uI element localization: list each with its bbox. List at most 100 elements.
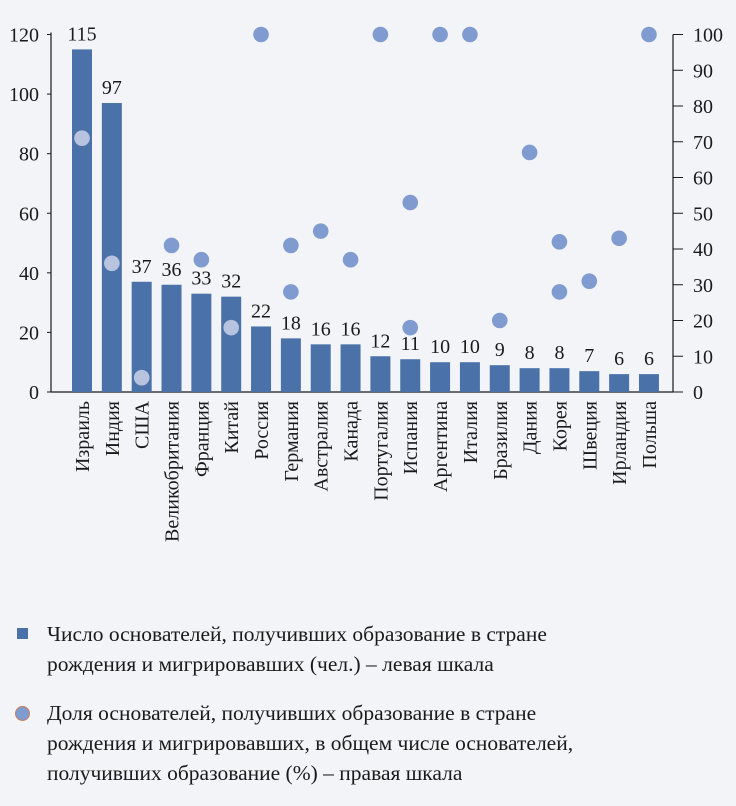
x-axis-category-label: Россия [251,401,273,460]
bar-value-label: 16 [311,318,331,340]
legend-item-points: Доля основателей, получивших образование… [15,698,707,788]
bar-value-label: 7 [584,345,594,367]
left-axis-tick-label: 40 [19,263,39,285]
bar-value-label: 97 [102,77,122,99]
bar-value-label: 18 [281,312,301,334]
x-axis-category-label: Бразилия [490,401,512,480]
data-point [193,251,210,268]
data-point [521,144,538,161]
bar-value-label: 37 [132,256,152,278]
data-point [342,251,359,268]
data-point [312,223,329,239]
data-point [641,26,657,43]
left-axis-tick-label: 120 [9,25,39,47]
x-axis-category-label: Польша [639,401,661,469]
data-point [581,273,598,289]
bar-value-label: 10 [460,336,480,358]
bar [251,326,272,392]
left-axis-tick-label: 60 [19,203,39,225]
bar-value-label: 8 [554,342,564,364]
x-axis-category-label: Ирландия [609,401,631,485]
data-point [283,237,299,254]
left-axis-tick-label: 20 [19,322,39,344]
legend-text: получивших образование (%) – правая шкал… [47,761,463,785]
x-axis-category-label: Китай [221,401,243,454]
bar [370,356,391,392]
bar [340,344,361,392]
bar-value-label: 32 [221,271,241,293]
bar-value-label: 6 [614,348,624,370]
data-point [402,319,419,336]
data-point [133,369,150,386]
data-point [283,284,299,300]
bar-value-label: 11 [401,333,420,355]
data-point [372,26,389,43]
legend-square-icon [17,628,28,639]
bar-value-label: 6 [644,348,654,370]
bar [579,371,600,392]
x-axis-category-label: Корея [549,401,571,451]
data-point [74,130,90,146]
x-axis-category-label: Португалия [370,401,392,501]
x-axis-category-label: Швеция [579,401,601,470]
right-axis-tick-label: 90 [693,60,713,82]
x-axis-category-label: США [132,400,154,449]
right-axis-tick-label: 20 [693,311,713,333]
bar-value-label: 115 [67,23,96,45]
data-point [104,255,120,272]
chart: 0 20 40 60 80 100 120 0 10 20 30 40 50 60 70 80 90 100 115… [9,23,723,542]
right-axis-tick-label: 30 [693,275,713,297]
bar [280,338,301,392]
data-point [551,284,568,300]
x-axis-category-label: Индия [102,401,124,456]
x-axis-category-label: Израиль [72,401,94,472]
right-axis-tick-label: 10 [693,346,713,368]
data-point [223,319,239,336]
legend-text: рождения и мигрировавших, в общем числе … [47,731,574,755]
bar-value-label: 9 [495,339,505,361]
legend-item-bars: Число основателей, получивших образовани… [17,619,707,679]
bar [459,362,480,392]
bar-value-label: 8 [525,342,535,364]
x-axis-category-label: Аргентина [430,401,452,492]
data-point [432,26,448,43]
left-axis-tick-label: 0 [29,382,39,404]
legend-text: рождения и мигрировавших (чел.) – левая … [47,652,494,676]
right-axis-tick-label: 100 [693,25,723,47]
x-axis-category-label: Италия [460,401,482,463]
bar [101,103,122,392]
x-axis-category-label: Дания [520,401,542,454]
x-axis-category-label: Франция [191,401,213,477]
bar [549,368,570,392]
right-axis-tick-label: 80 [693,96,713,118]
legend-text: Доля основателей, получивших образование… [47,701,537,725]
bar [519,368,540,392]
right-axis-tick-label: 60 [693,168,713,190]
data-point [163,237,180,254]
bar-value-label: 10 [430,336,450,358]
legend-text: Число основателей, получивших образовани… [47,622,547,646]
bar-value-label: 12 [370,330,390,352]
bar [489,365,510,392]
data-point [611,230,627,247]
right-axis-tick-label: 70 [693,132,713,154]
data-point [551,234,568,250]
data-point [402,194,419,211]
x-axis-category-label: Канада [341,401,363,462]
x-axis-category-label: Великобритания [162,401,184,542]
left-axis-tick-label: 80 [19,144,39,166]
data-point [462,26,478,43]
bar [609,374,630,392]
bar [72,49,92,392]
bar [400,359,421,392]
right-axis-tick-label: 0 [693,382,703,404]
x-axis-category-label: Испания [400,401,422,475]
x-axis-category-label: Австралия [311,401,333,492]
bar-value-label: 16 [341,318,361,340]
right-axis-tick-label: 40 [693,239,713,261]
bar [310,344,331,392]
bar [191,293,212,392]
right-axis-tick-label: 50 [693,203,713,225]
bar [221,296,242,392]
left-axis-tick-label: 100 [9,84,39,106]
